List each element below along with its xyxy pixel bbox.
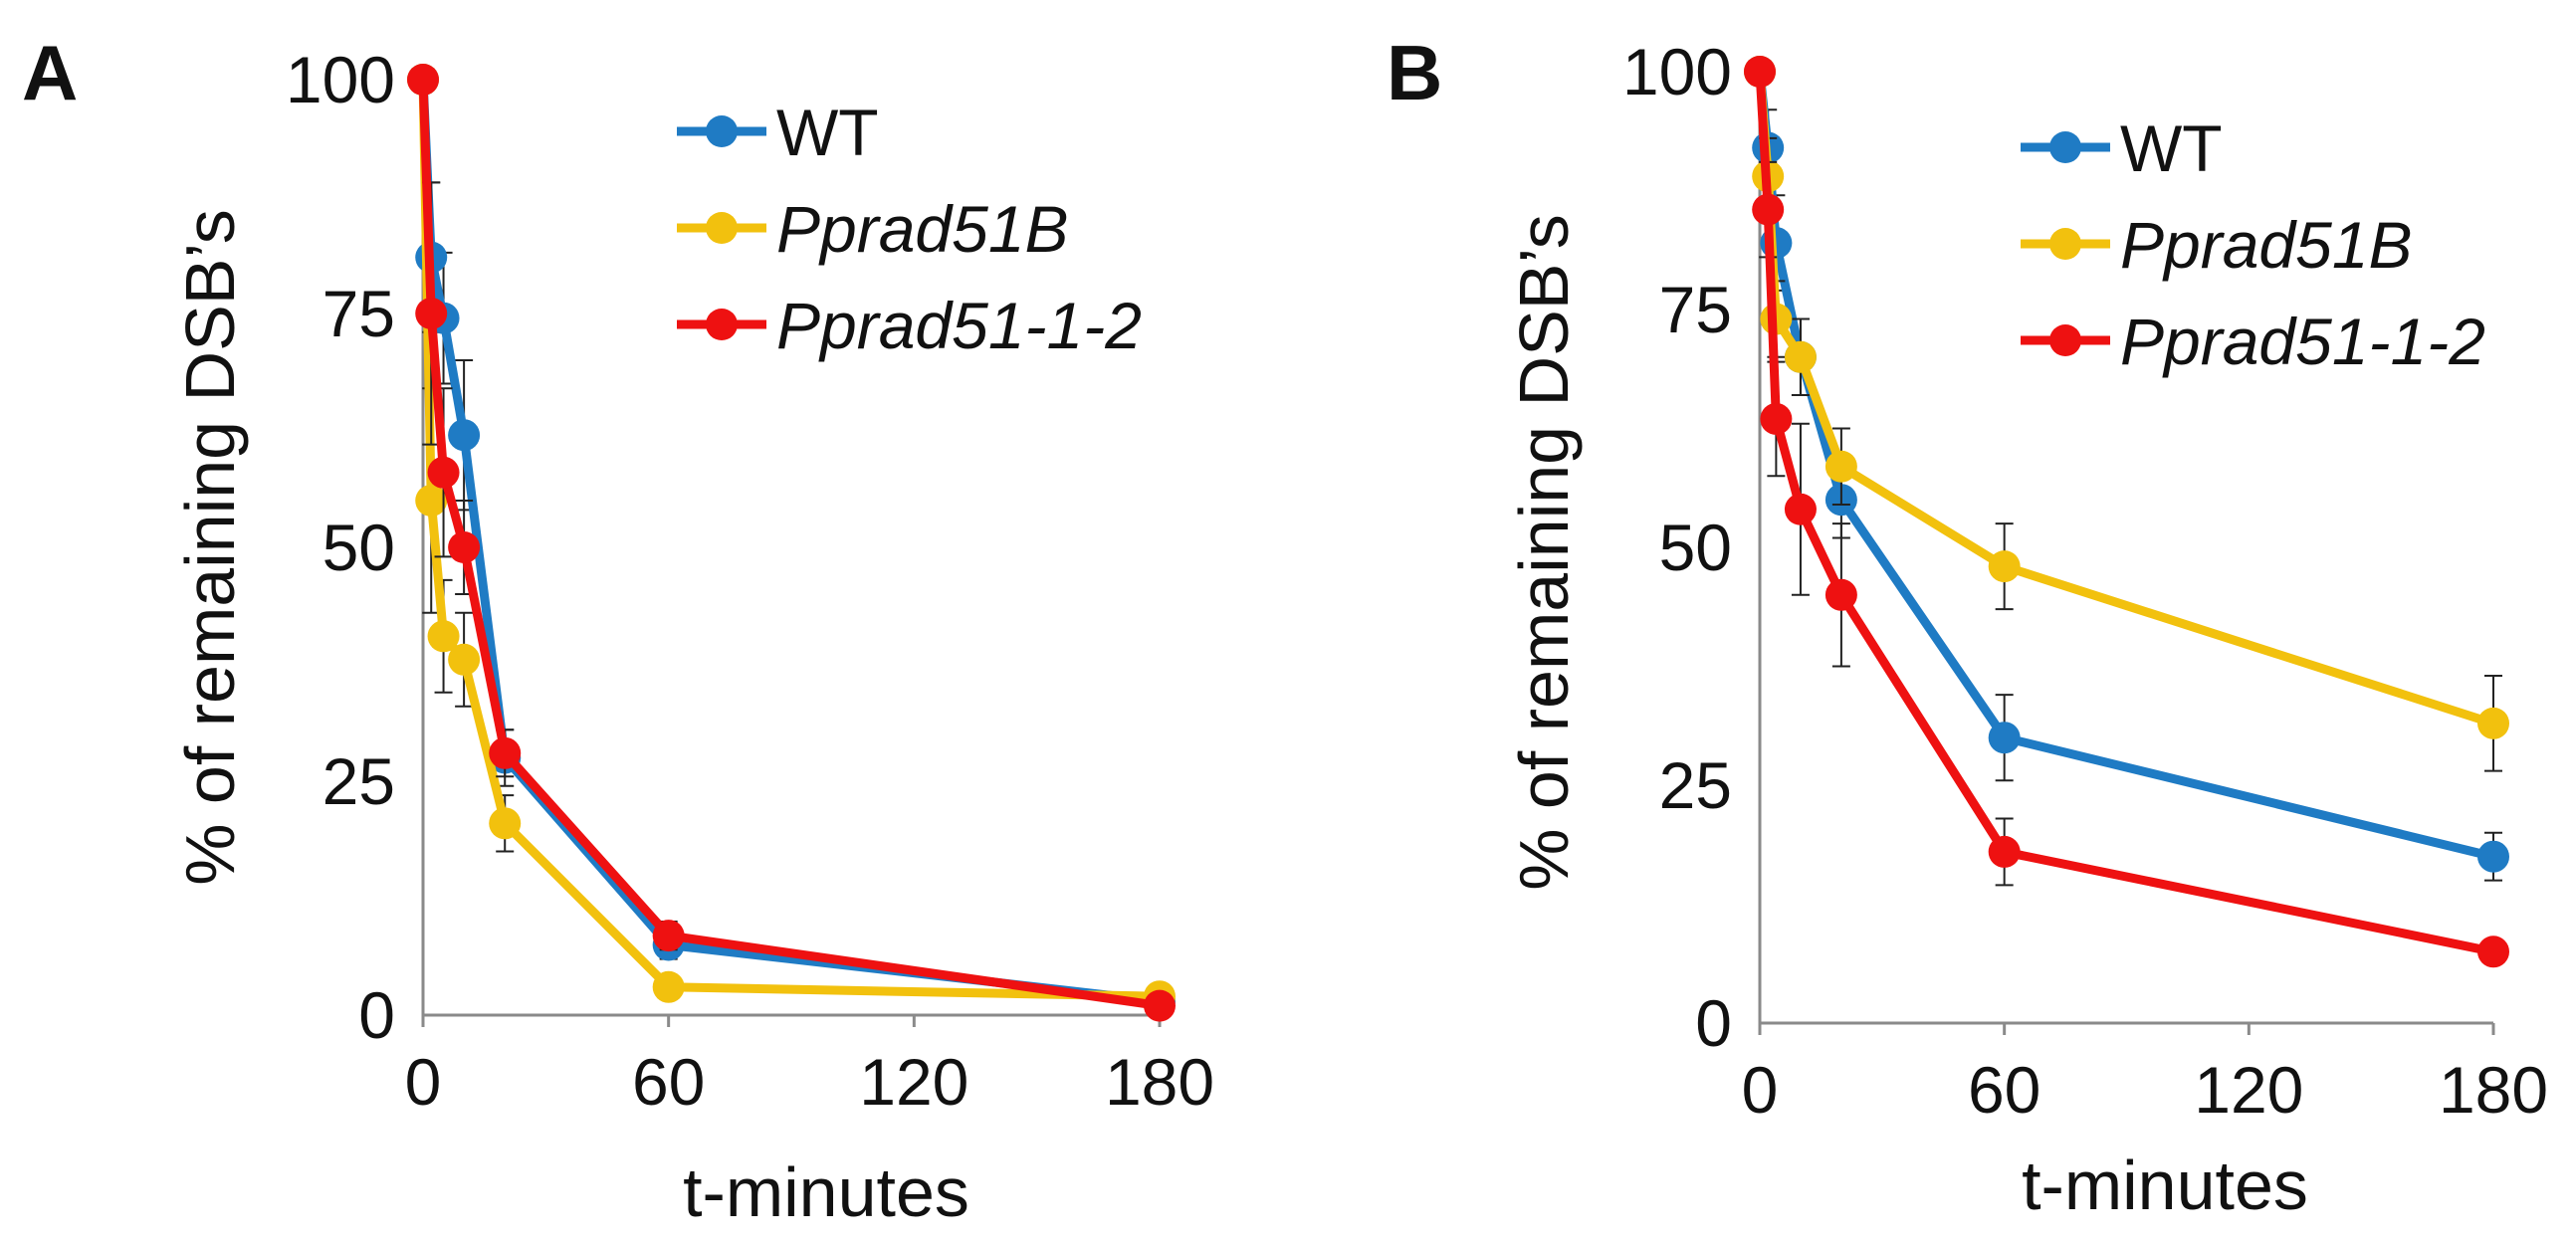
data-point [448, 643, 481, 676]
series-layer [1744, 56, 2509, 968]
data-point [415, 485, 448, 517]
data-point [427, 620, 460, 653]
legend-item-pprad51b: Pprad51B [2021, 208, 2413, 282]
y-axis-title: % of remaining DSB’s [1505, 214, 1583, 891]
legend-label: Pprad51B [776, 192, 1069, 266]
legend-label: WT [2120, 111, 2223, 185]
legend-swatch-marker [706, 115, 738, 147]
y-tick-labels: 0 25 50 75 100 [286, 43, 395, 1052]
y-tick-label: 100 [1622, 35, 1732, 108]
x-tick-label: 0 [1742, 1053, 1779, 1127]
series-line [1755, 67, 2498, 956]
data-point [652, 920, 685, 952]
legend-label: Pprad51-1-2 [776, 289, 1142, 362]
legend-swatch-marker [2049, 131, 2081, 163]
x-tick-labels: 0 60 120 180 [405, 1045, 1214, 1119]
y-tick-label: 25 [1659, 748, 1732, 822]
data-point [2477, 935, 2509, 968]
data-point [448, 531, 481, 563]
data-point [1752, 193, 1785, 226]
y-tick-label: 25 [322, 744, 395, 818]
data-point [489, 807, 522, 840]
data-point [489, 736, 522, 769]
x-axis-title: t-minutes [2022, 1146, 2308, 1224]
legend-item-pprad51b: Pprad51B [677, 192, 1069, 266]
x-tick-marks [421, 1015, 1162, 1027]
legend-item-pprad51-1-2: Pprad51-1-2 [2021, 305, 2485, 378]
legend-label: Pprad51B [2120, 208, 2413, 282]
legend-item-wt: WT [2021, 111, 2223, 185]
legend: WT Pprad51B Pprad51-1-2 [677, 96, 1142, 362]
y-tick-label: 75 [1659, 273, 1732, 346]
x-tick-label: 180 [1105, 1045, 1214, 1119]
y-tick-label: 50 [1659, 511, 1732, 584]
panel-a: A 0 25 50 75 100 0 60 120 180 % of remaining DS… [22, 29, 1214, 1231]
data-point [1784, 340, 1817, 373]
legend-swatch-marker [2049, 228, 2081, 260]
legend-label: Pprad51-1-2 [2120, 305, 2485, 378]
x-tick-label: 120 [2194, 1053, 2303, 1127]
data-point [1988, 550, 2021, 583]
y-tick-label: 75 [322, 277, 395, 350]
legend-item-pprad51-1-2: Pprad51-1-2 [677, 289, 1142, 362]
x-tick-label: 0 [405, 1045, 442, 1119]
x-tick-label: 120 [859, 1045, 968, 1119]
data-point [1784, 493, 1817, 525]
x-tick-marks [1758, 1023, 2495, 1035]
legend-swatch-marker [706, 212, 738, 244]
data-point [1825, 578, 1857, 611]
series-pprad51-1-2 [407, 64, 1176, 1022]
data-point [1988, 835, 2021, 868]
data-point [407, 64, 439, 96]
panel-label-b: B [1387, 29, 1442, 116]
data-point [652, 970, 685, 1003]
y-tick-labels: 0 25 50 75 100 [1622, 35, 1732, 1060]
data-point [1825, 450, 1857, 483]
y-tick-label: 0 [358, 978, 395, 1052]
legend: WT Pprad51B Pprad51-1-2 [2021, 111, 2485, 378]
x-tick-labels: 0 60 120 180 [1742, 1053, 2548, 1127]
legend-label: WT [776, 96, 879, 169]
legend-swatch-marker [706, 309, 738, 340]
y-tick-label: 100 [286, 43, 395, 116]
x-axis-title: t-minutes [683, 1153, 969, 1231]
x-tick-label: 60 [1968, 1053, 2040, 1127]
y-tick-label: 0 [1695, 986, 1732, 1060]
legend-item-wt: WT [677, 96, 879, 169]
legend-swatch-marker [2049, 324, 2081, 356]
series-line [1755, 67, 2498, 862]
data-point [415, 298, 448, 329]
data-point [2477, 840, 2509, 873]
x-tick-label: 180 [2439, 1053, 2548, 1127]
x-tick-label: 60 [632, 1045, 705, 1119]
data-point [2477, 707, 2509, 739]
panel-b: B 0 25 50 75 100 0 60 120 180 % of remaining DS… [1387, 29, 2548, 1224]
panel-label-a: A [22, 29, 78, 116]
data-point [1744, 56, 1776, 88]
data-point [1760, 402, 1793, 435]
y-tick-label: 50 [322, 511, 395, 584]
data-point [1988, 722, 2021, 754]
y-axis-title: % of remaining DSB’s [171, 209, 249, 886]
data-point [1144, 989, 1176, 1022]
series-pprad51-1-2 [1744, 56, 2509, 968]
series-layer [407, 64, 1176, 1022]
data-point [448, 419, 481, 452]
data-point [427, 456, 460, 489]
